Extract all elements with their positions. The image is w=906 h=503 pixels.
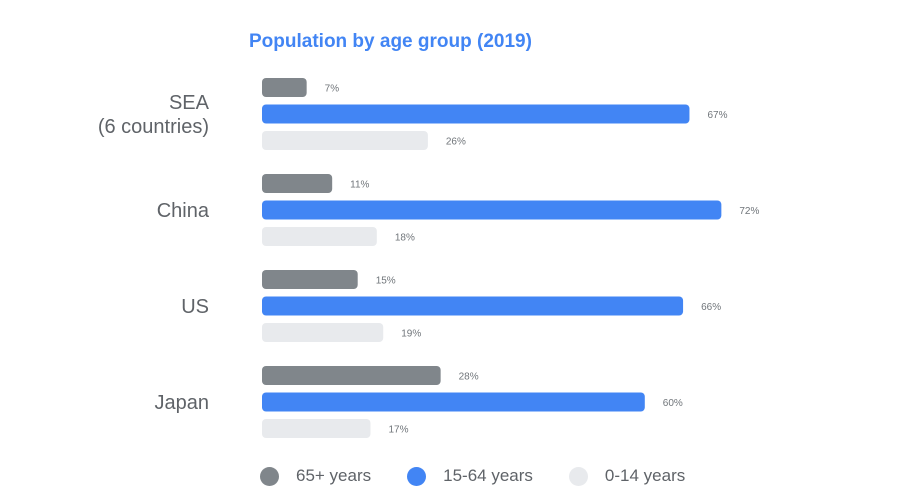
value-label-us-15-64-years: 66%: [701, 302, 721, 313]
bar-us-65-years: [262, 270, 358, 289]
bar-us-0-14-years: [262, 323, 384, 342]
value-label-japan-0-14-years: 17%: [388, 425, 408, 436]
category-label-line: US: [181, 296, 209, 318]
chart-legend: 65+ years 15-64 years 0-14 years: [260, 464, 721, 488]
chart-title: Population by age group (2019): [249, 31, 532, 52]
category-label-line: Japan: [155, 392, 210, 414]
value-label-us-65-years: 15%: [376, 276, 396, 287]
legend-item-0-14-years: 0-14 years: [568, 466, 686, 486]
bar-china-65-years: [262, 174, 333, 193]
value-label-us-0-14-years: 19%: [401, 329, 421, 340]
legend-swatch: [260, 466, 279, 486]
bar-china-15-64-years: [262, 200, 722, 220]
value-label-japan-65-years: 28%: [459, 372, 479, 383]
value-label-sea-6-countries-65-years: 7%: [325, 84, 340, 95]
bar-sea-6-countries-0-14-years: [262, 131, 428, 150]
category-label-sea-6-countries: SEA (6 countries): [98, 92, 210, 138]
value-label-china-0-14-years: 18%: [395, 233, 415, 244]
bar-japan-65-years: [262, 366, 441, 385]
value-label-japan-15-64-years: 60%: [663, 398, 683, 409]
legend-item-65-years: 65+ years: [260, 466, 371, 486]
value-label-sea-6-countries-15-64-years: 67%: [707, 110, 727, 121]
bar-sea-6-countries-15-64-years: [262, 104, 690, 124]
category-label-china: China: [157, 200, 210, 222]
bar-sea-6-countries-65-years: [262, 78, 307, 97]
legend-swatch: [568, 466, 588, 486]
legend-label: 0-14 years: [604, 466, 686, 485]
category-label-line: SEA: [169, 92, 210, 114]
category-label-japan: Japan: [155, 392, 210, 414]
bar-china-0-14-years: [262, 227, 377, 246]
value-label-sea-6-countries-0-14-years: 26%: [446, 137, 466, 148]
value-label-china-15-64-years: 72%: [739, 206, 759, 217]
category-label-us: US: [181, 296, 209, 318]
category-label-line: (6 countries): [98, 116, 209, 138]
value-label-china-65-years: 11%: [350, 180, 369, 191]
bar-japan-0-14-years: [262, 419, 371, 438]
legend-label: 65+ years: [296, 466, 372, 485]
legend-swatch: [407, 466, 427, 486]
category-label-line: China: [157, 200, 210, 222]
bar-japan-15-64-years: [262, 392, 645, 412]
bar-us-15-64-years: [262, 296, 684, 316]
legend-item-15-64-years: 15-64 years: [407, 466, 533, 486]
legend-label: 15-64 years: [443, 466, 533, 485]
